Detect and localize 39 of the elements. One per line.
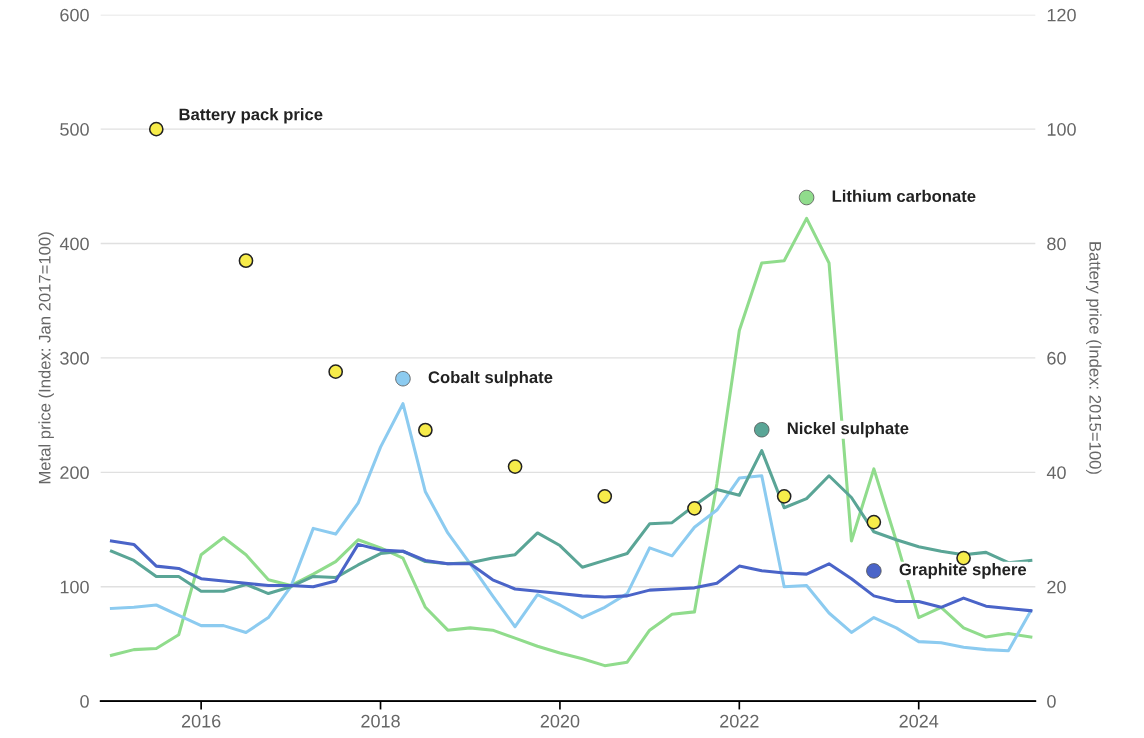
point — [597, 488, 613, 504]
series-label: Battery pack price — [179, 108, 323, 124]
y2-axis-title: Battery price (Index: 2015=100) — [1086, 242, 1102, 474]
y2-tick-label: 40 — [1046, 466, 1066, 480]
point — [238, 253, 254, 269]
y-axis-title: Metal price (Index: Jan 2017=100) — [38, 232, 54, 484]
y-tick-label: 100 — [60, 580, 89, 594]
y-tick-label: 300 — [60, 351, 89, 365]
x-tick-label: 2016 — [181, 714, 221, 728]
line-series — [109, 539, 1033, 613]
x-tick-label: 2020 — [540, 714, 580, 728]
y-tick-label: 500 — [60, 123, 89, 136]
y-tick-label: 600 — [60, 8, 89, 22]
y2-tick-label: 100 — [1047, 123, 1076, 136]
x-tick-label: 2024 — [899, 714, 939, 728]
point — [328, 364, 344, 380]
y-tick-label: 0 — [80, 695, 89, 708]
point — [687, 500, 702, 516]
legend-label: Cobalt sulphate — [428, 370, 553, 387]
point — [148, 121, 164, 137]
y-tick-label: 200 — [60, 466, 89, 480]
y2-tick-label: 20 — [1047, 580, 1066, 594]
y2-tick-label: 0 — [1047, 695, 1056, 708]
y2-tick-label: 60 — [1047, 351, 1066, 365]
x-tick-label: 2022 — [720, 714, 759, 728]
line-series — [109, 449, 1033, 596]
line-series — [109, 402, 1033, 653]
point — [866, 514, 882, 530]
y-tick-label: 400 — [59, 237, 89, 251]
point — [776, 488, 792, 504]
legend-label: Graphite sphere — [899, 563, 1027, 579]
line-series — [109, 216, 1033, 668]
y2-tick-label: 80 — [1047, 237, 1066, 251]
legend-label: Nickel sulphate — [787, 421, 909, 438]
y2-tick-label: 120 — [1047, 8, 1076, 22]
x-tick-label: 2018 — [361, 714, 400, 728]
point — [418, 422, 433, 438]
legend-label: Lithium carbonate — [832, 189, 976, 203]
point — [507, 459, 523, 474]
